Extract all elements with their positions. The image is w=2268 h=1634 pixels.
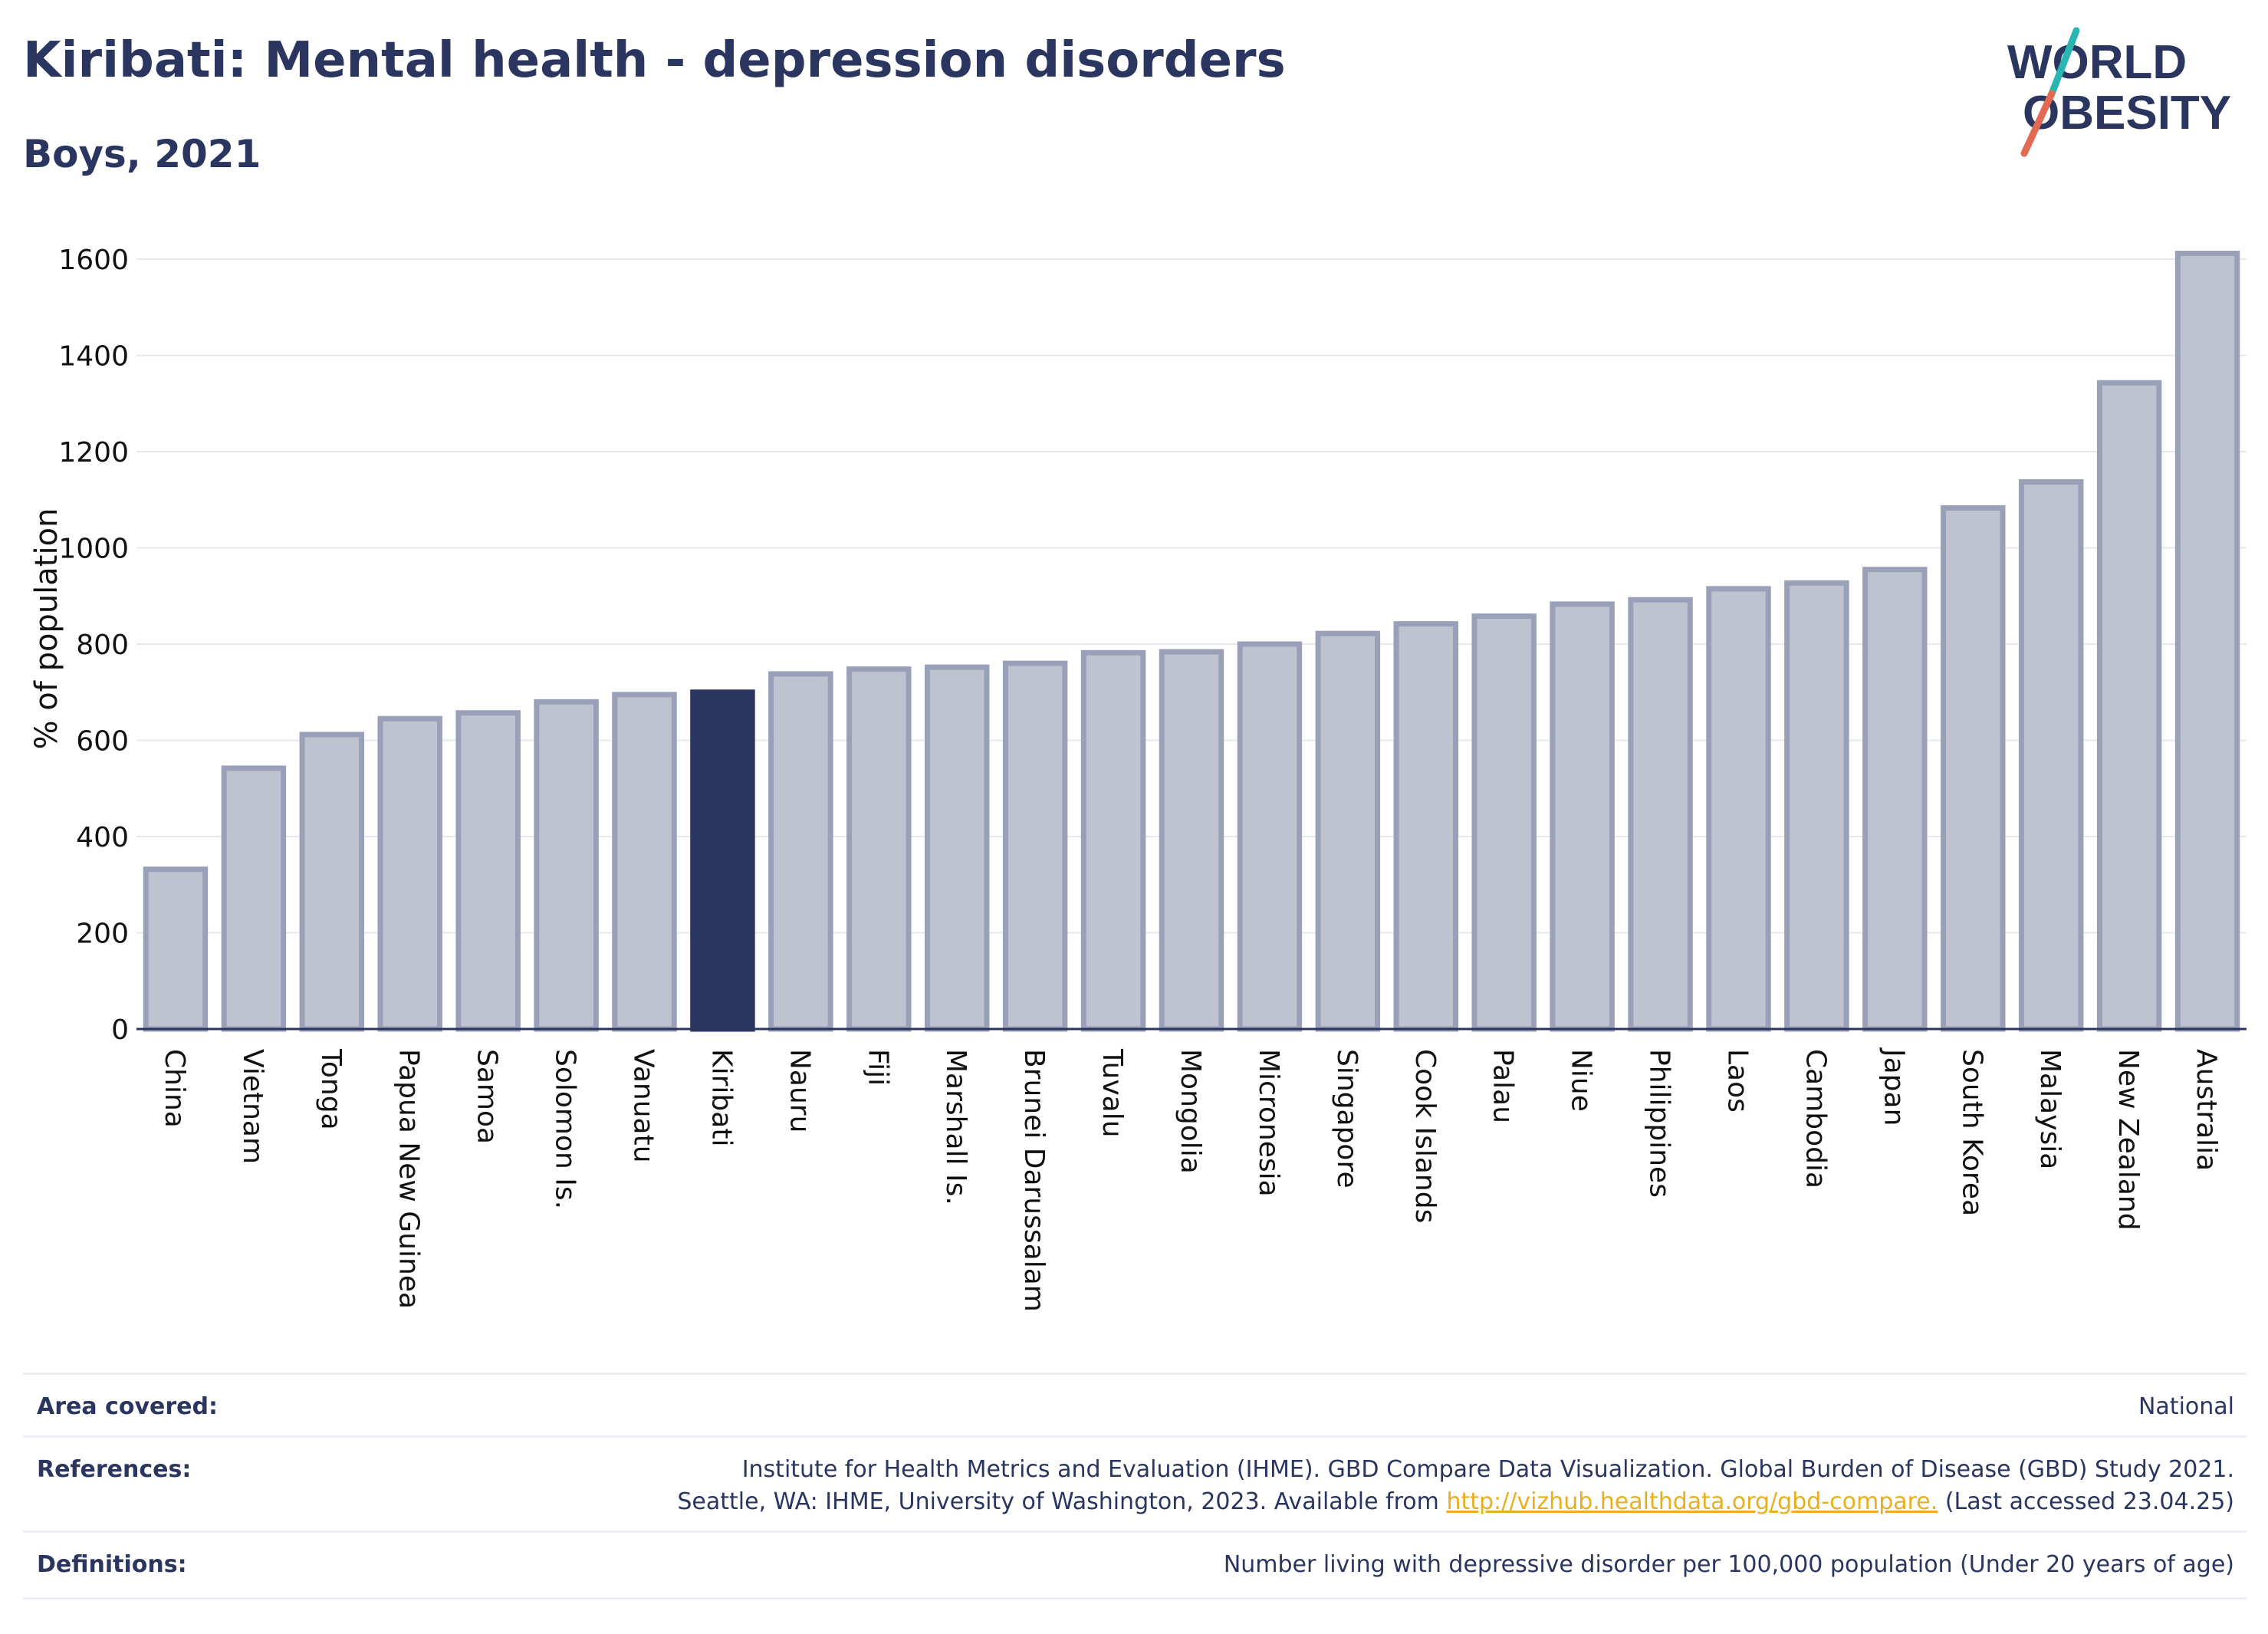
bar-chart: 0 200 400 600 800 1000 1200 1400 1600 China Vietna… <box>29 245 2247 1312</box>
bar-australia[interactable] <box>2174 250 2240 1032</box>
bar-vanuatu[interactable] <box>612 692 677 1032</box>
bar-brunei-darussalam[interactable] <box>1002 660 1068 1032</box>
bar-tuvalu[interactable] <box>1080 649 1146 1032</box>
x-tick-label: Malaysia <box>2034 1049 2066 1169</box>
bar-vietnam[interactable] <box>221 765 287 1032</box>
x-tick-label: Laos <box>1721 1049 1753 1113</box>
references-line1: Institute for Health Metrics and Evaluat… <box>741 1456 2234 1483</box>
x-tick-label: Palau <box>1487 1049 1519 1123</box>
bar-solomon-is[interactable] <box>534 699 599 1032</box>
x-tick-label: Samoa <box>472 1049 503 1144</box>
bar-new-zealand[interactable] <box>2096 380 2162 1032</box>
y-tick-label: 1200 <box>58 437 129 469</box>
x-tick-label: Mongolia <box>1175 1049 1206 1174</box>
x-tick-label: Philippines <box>1644 1049 1675 1198</box>
x-tick-label: Solomon Is. <box>550 1049 581 1209</box>
bar-china[interactable] <box>143 866 209 1032</box>
definitions-label: Definitions: <box>37 1551 187 1578</box>
y-tick-label: 600 <box>76 726 129 758</box>
x-tick-label: Cambodia <box>1800 1049 1831 1189</box>
bar-cook-islands[interactable] <box>1393 621 1459 1032</box>
bar-kiribati[interactable] <box>690 689 755 1032</box>
x-tick-label: Micronesia <box>1253 1049 1284 1197</box>
y-tick-label: 1000 <box>58 534 129 565</box>
x-tick-label: Tuvalu <box>1096 1048 1128 1138</box>
x-tick-label: Cook Islands <box>1409 1049 1441 1223</box>
area-covered-label: Area covered: <box>37 1393 218 1420</box>
footer-area-row: Area covered: National <box>23 1373 2247 1438</box>
bar-marshall-is[interactable] <box>924 664 990 1032</box>
x-tick-label: Japan <box>1878 1047 1909 1126</box>
references-label: References: <box>37 1456 192 1483</box>
references-line2-prefix: Seattle, WA: IHME, University of Washing… <box>677 1488 1439 1515</box>
x-tick-label: New Zealand <box>2112 1049 2144 1231</box>
bar-laos[interactable] <box>1706 586 1771 1032</box>
x-tick-label: Brunei Darussalam <box>1018 1049 1050 1312</box>
x-tick-label: Vanuatu <box>628 1049 659 1163</box>
y-tick-label: 400 <box>76 822 129 853</box>
references-link[interactable]: http://vizhub.healthdata.org/gbd-compare… <box>1446 1488 1938 1515</box>
bar-nauru[interactable] <box>768 671 833 1032</box>
bar-mongolia[interactable] <box>1159 649 1224 1032</box>
x-tick-label: Tonga <box>315 1048 347 1130</box>
y-tick-label: 200 <box>76 919 129 950</box>
area-covered-value: National <box>2138 1393 2234 1420</box>
references-line2-suffix: (Last accessed 23.04.25) <box>1944 1488 2234 1515</box>
y-tick-label: 1600 <box>58 245 129 276</box>
footer-definitions-row: Definitions: Number living with depressi… <box>23 1530 2247 1599</box>
bar-palau[interactable] <box>1471 613 1537 1032</box>
chart-subtitle: Boys, 2021 <box>23 132 261 176</box>
chart-title: Kiribati: Mental health - depression dis… <box>23 32 1286 89</box>
x-tick-label: Niue <box>1566 1049 1597 1112</box>
x-tick-label: Marshall Is. <box>940 1049 971 1205</box>
bar-philippines[interactable] <box>1628 597 1693 1032</box>
y-tick-label: 1400 <box>58 341 129 373</box>
y-tick-label: 800 <box>76 630 129 661</box>
y-tick-label: 0 <box>111 1014 129 1046</box>
logo-line2: OBESITY <box>2023 87 2231 140</box>
bar-cambodia[interactable] <box>1784 580 1849 1032</box>
bar-papua-new-guinea[interactable] <box>377 715 442 1032</box>
x-tick-label: Papua New Guinea <box>393 1049 425 1309</box>
footer-references-row: References: Institute for Health Metrics… <box>23 1435 2247 1533</box>
x-tick-label: Kiribati <box>705 1049 737 1146</box>
bar-niue[interactable] <box>1550 601 1615 1032</box>
x-tick-label: Singapore <box>1331 1049 1362 1189</box>
bar-japan[interactable] <box>1862 567 1928 1032</box>
x-tick-label: China <box>159 1049 190 1128</box>
definitions-value: Number living with depressive disorder p… <box>1223 1551 2234 1578</box>
bar-samoa[interactable] <box>455 710 521 1032</box>
bar-fiji[interactable] <box>846 666 912 1032</box>
x-tick-label: Fiji <box>862 1049 893 1086</box>
bar-south-korea[interactable] <box>1941 505 2006 1032</box>
world-obesity-logo: WORLD OBESITY <box>2007 27 2231 157</box>
bar-micronesia[interactable] <box>1237 641 1303 1032</box>
logo-line1: WORLD <box>2007 36 2187 89</box>
bar-tonga[interactable] <box>299 732 365 1032</box>
x-tick-label: Vietnam <box>237 1049 268 1164</box>
bar-singapore[interactable] <box>1315 630 1381 1032</box>
y-axis-label: % of population <box>29 508 64 750</box>
x-tick-label: South Korea <box>1956 1049 1987 1216</box>
bar-malaysia[interactable] <box>2018 479 2084 1032</box>
x-tick-label: Australia <box>2191 1049 2222 1171</box>
x-tick-label: Nauru <box>784 1049 815 1133</box>
references-line2: Seattle, WA: IHME, University of Washing… <box>677 1488 2234 1515</box>
